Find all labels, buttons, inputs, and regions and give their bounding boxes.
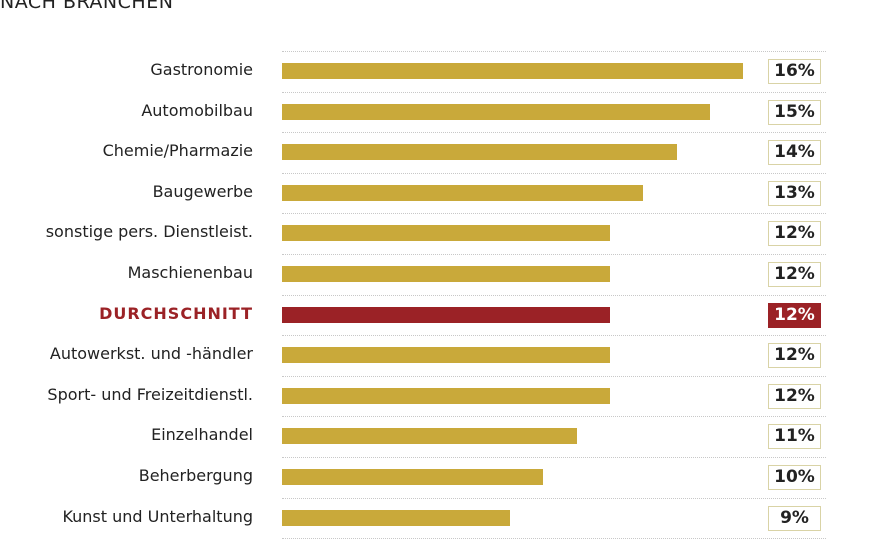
value-label: 11%	[768, 424, 821, 450]
average-bar	[282, 306, 610, 323]
category-label: Sport- und Freizeitdienstl.	[47, 384, 253, 404]
bar-row: DURCHSCHNITT 12%	[0, 295, 880, 335]
gridline	[282, 416, 826, 418]
bar	[282, 225, 610, 242]
value-label: 12%	[768, 343, 821, 369]
bar-row: Kunst und Unterhaltung 9%	[0, 498, 880, 538]
bar	[282, 63, 744, 79]
gridline	[282, 375, 826, 377]
value-label: 16%	[768, 59, 821, 84]
bar-row: sonstige pers. Dienstleist. 12%	[0, 213, 880, 253]
category-label: Maschienenbau	[127, 263, 253, 282]
bar	[282, 144, 677, 161]
bar	[282, 266, 610, 282]
bar-row: Einzelhandel 11%	[0, 416, 880, 456]
value-label: 15%	[768, 99, 821, 125]
bar-row: Chemie/Pharmazie 14%	[0, 132, 880, 172]
value-label: 12%	[768, 383, 821, 409]
bar	[282, 509, 511, 526]
category-label: Einzelhandel	[151, 425, 253, 445]
category-label: DURCHSCHNITT	[99, 303, 253, 323]
bar-row: Automobilbau 15%	[0, 92, 880, 132]
bar-row: Maschienenbau 12%	[0, 254, 880, 294]
category-label: Kunst und Unterhaltung	[62, 506, 253, 526]
category-label: Baugewerbe	[152, 181, 253, 201]
gridline	[282, 172, 826, 174]
bar	[282, 103, 710, 120]
value-label: 12%	[768, 262, 821, 287]
category-label: Beherbergung	[138, 466, 253, 485]
category-label: sonstige pers. Dienstleist.	[45, 222, 253, 242]
bar-row: Autowerkst. und -händler 12%	[0, 335, 880, 375]
value-label: 13%	[768, 180, 821, 206]
gridline	[282, 254, 826, 255]
gridline	[282, 213, 826, 215]
chart-title: NACH BRANCHEN	[0, 0, 174, 13]
gridline	[282, 51, 826, 52]
category-label: Autowerkst. und -händler	[49, 344, 253, 364]
gridline	[282, 132, 826, 134]
bar	[282, 469, 544, 485]
gridline	[282, 335, 826, 337]
gridline	[282, 457, 826, 458]
gridline	[282, 497, 826, 499]
bar-row: Gastronomie 16%	[0, 51, 880, 91]
bar-row: Beherbergung 10%	[0, 457, 880, 497]
bar	[282, 428, 577, 445]
gridline	[282, 538, 826, 540]
value-label: 14%	[768, 140, 821, 166]
gridline	[282, 294, 826, 296]
bar	[282, 184, 644, 201]
value-label: 9%	[768, 505, 821, 531]
category-label: Chemie/Pharmazie	[102, 141, 253, 161]
bar-row: Baugewerbe 13%	[0, 173, 880, 213]
bar-row: Sport- und Freizeitdienstl. 12%	[0, 376, 880, 416]
bar	[282, 347, 610, 364]
value-label: 12%	[768, 221, 821, 247]
value-label: 10%	[768, 465, 821, 490]
gridline	[282, 91, 826, 93]
bar	[282, 387, 610, 404]
value-label: 12%	[768, 302, 821, 328]
category-label: Automobilbau	[141, 100, 253, 120]
category-label: Gastronomie	[150, 60, 253, 79]
